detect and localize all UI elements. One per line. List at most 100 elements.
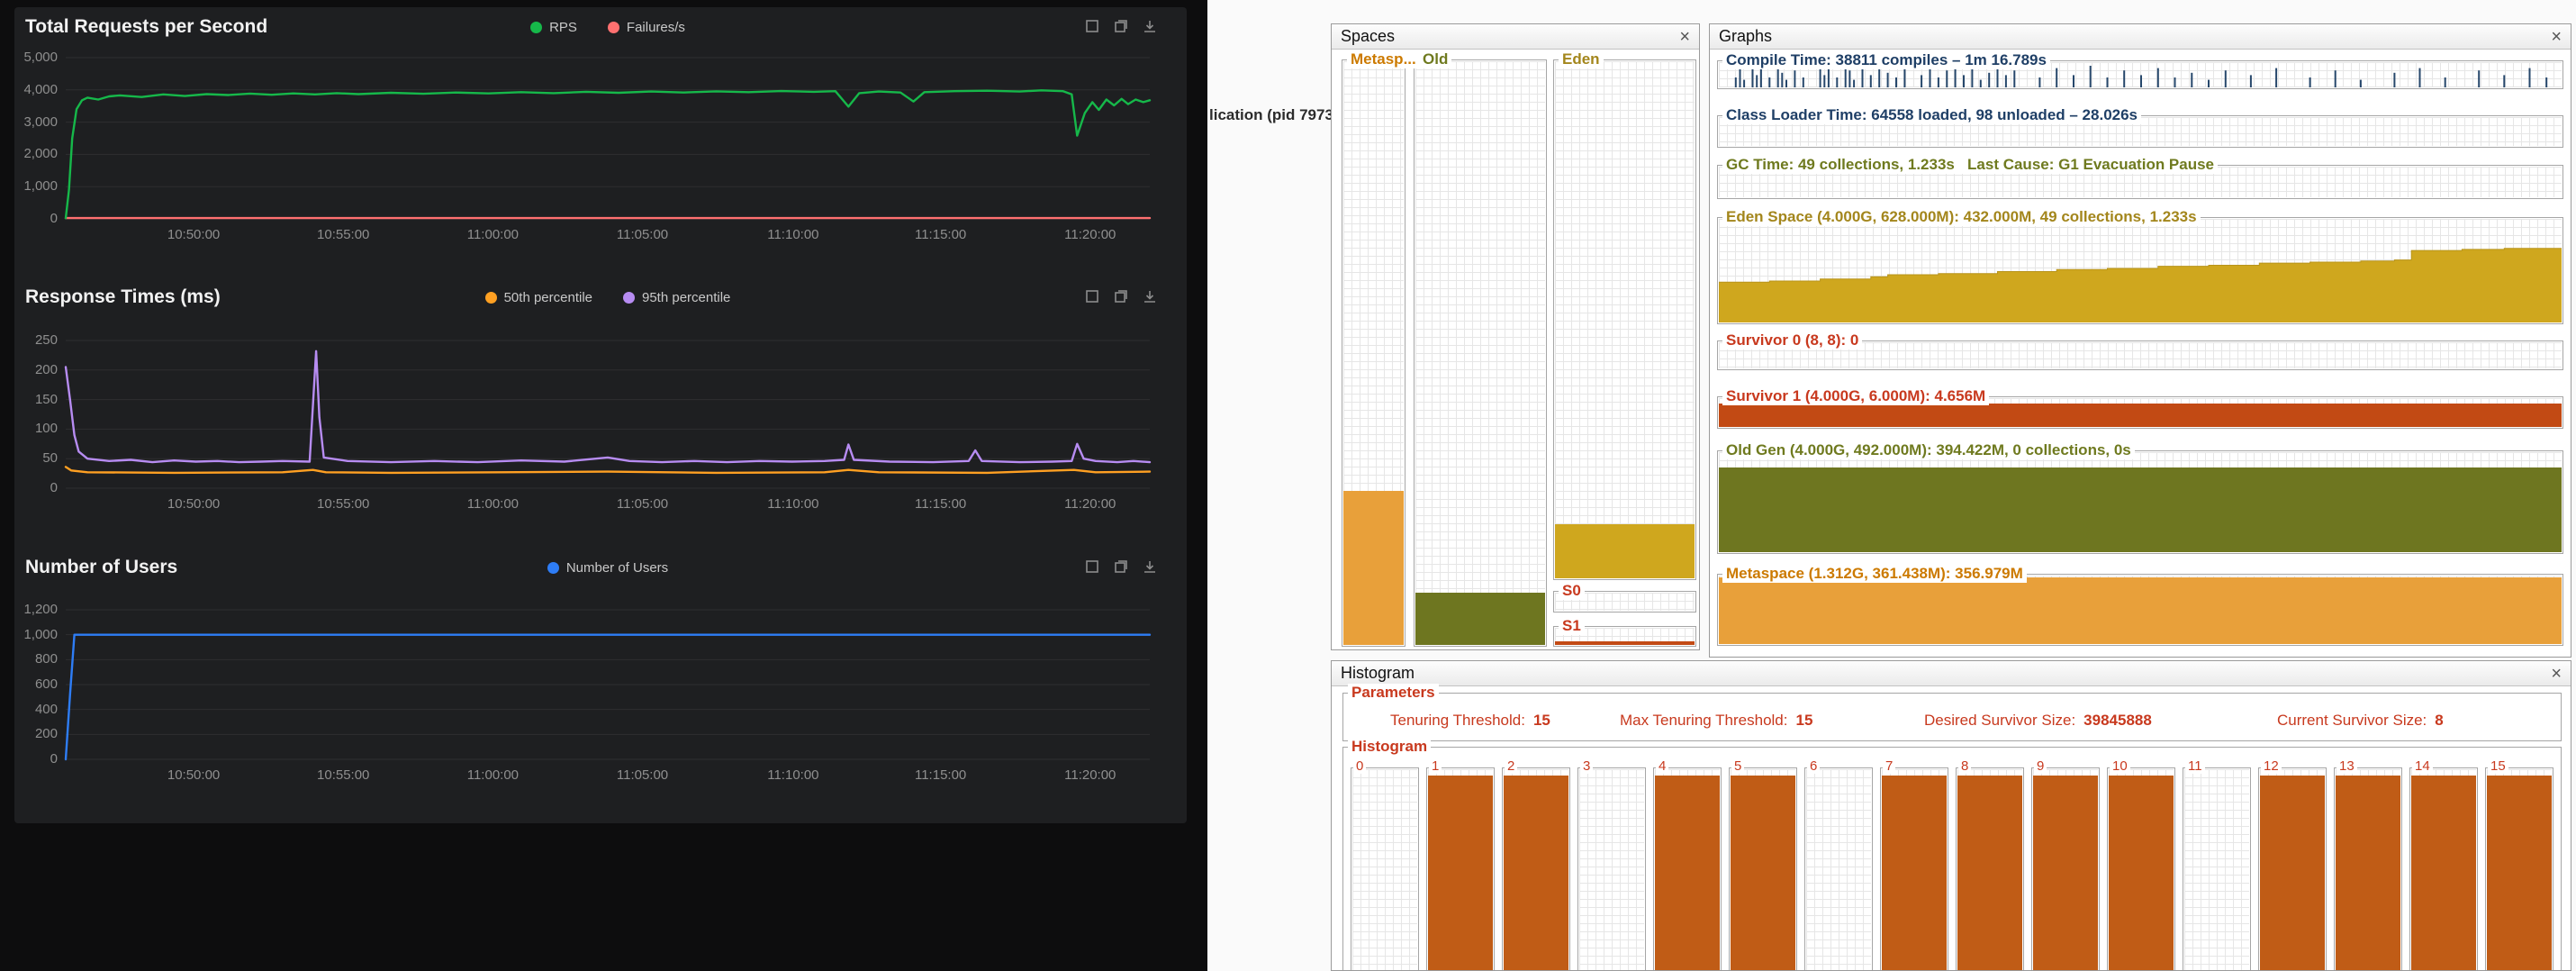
x-tick-label: 11:15:00	[914, 227, 967, 242]
restore-view-icon[interactable]	[1113, 558, 1129, 575]
zoom-select-icon[interactable]	[1084, 558, 1100, 575]
spaces-titlebar: Spaces ×	[1332, 24, 1699, 50]
zoom-select-icon[interactable]	[1084, 288, 1100, 304]
y-tick-label: 600	[34, 676, 58, 692]
y-tick-label: 200	[34, 726, 58, 742]
bin-fill	[2411, 776, 2476, 970]
histogram-bin-14: 14	[2409, 758, 2478, 970]
bin-box	[1729, 767, 1797, 970]
x-tick-label: 10:50:00	[167, 227, 221, 242]
x-tick-label: 11:05:00	[616, 767, 669, 783]
x-tick-label: 11:05:00	[616, 496, 669, 512]
legend-item-number-of-users[interactable]: Number of Users	[547, 560, 668, 576]
y-tick-label: 1,000	[23, 178, 58, 195]
bin-label: 3	[1580, 758, 1594, 774]
charts-card: Total Requests per Second RPS Failures/s 5,…	[14, 7, 1187, 823]
bin-box	[1351, 767, 1419, 970]
download-csv-icon[interactable]	[1142, 18, 1158, 34]
histogram-bins: 0 1 2 3 4 5 6 7 8 9 10 11 12 13 14 15	[1351, 758, 2553, 970]
x-tick-label: 11:00:00	[466, 496, 520, 512]
graphs-titlebar: Graphs ×	[1710, 24, 2571, 50]
chart-toolbox	[1050, 18, 1158, 34]
s1-space-box: S1	[1553, 617, 1696, 647]
metaspace-group: Metaspace (1.312G, 361.438M): 356.979M	[1717, 565, 2563, 646]
histogram-close-icon[interactable]: ×	[2551, 663, 2562, 684]
legend-dot	[484, 292, 497, 304]
chart-plot-area	[64, 57, 1152, 220]
chart-title: Response Times (ms)	[25, 286, 221, 307]
legend-label: Failures/s	[626, 20, 685, 35]
old-gen-label: Old Gen (4.000G, 492.000M): 394.422M, 0 …	[1722, 441, 2135, 459]
bin-box	[1880, 767, 1948, 970]
chart-legend: RPS Failures/s	[66, 20, 1150, 35]
bin-label: 14	[2412, 758, 2433, 774]
restore-view-icon[interactable]	[1113, 288, 1129, 304]
eden-space-area	[1719, 248, 2562, 322]
spaces-close-icon[interactable]: ×	[1679, 26, 1690, 47]
graphs-close-icon[interactable]: ×	[2551, 26, 2562, 47]
x-tick-label: 10:50:00	[167, 496, 221, 512]
histogram-bin-8: 8	[1956, 758, 2024, 970]
zoom-select-icon[interactable]	[1084, 18, 1100, 34]
bin-box	[1426, 767, 1495, 970]
bin-box	[1502, 767, 1570, 970]
bin-label: 1	[1429, 758, 1442, 774]
bin-box	[1577, 767, 1646, 970]
histogram-bin-2: 2	[1502, 758, 1570, 970]
histogram-panel-title: Histogram	[1341, 664, 1415, 682]
histogram-group-label: Histogram	[1348, 738, 1432, 756]
eden-space-column: Eden	[1553, 50, 1696, 580]
y-tick-label: 0	[50, 751, 58, 767]
legend-item-failures-s[interactable]: Failures/s	[607, 20, 685, 35]
old-space-column: Old	[1414, 50, 1547, 647]
compile-time-label: Compile Time: 38811 compiles – 1m 16.789…	[1722, 51, 2050, 69]
load-test-dashboard: Total Requests per Second RPS Failures/s 5,…	[0, 0, 1207, 971]
legend-item-50th-percentile[interactable]: 50th percentile	[484, 290, 592, 305]
histogram-group: Histogram 0 1 2 3 4 5 6 7 8 9 10 11 12 13 14 15	[1342, 738, 2562, 970]
parameter-label: Tenuring Threshold:	[1390, 712, 1525, 729]
y-tick-label: 50	[42, 450, 58, 467]
y-tick-label: 0	[50, 480, 58, 495]
restore-view-icon[interactable]	[1113, 18, 1129, 34]
download-csv-icon[interactable]	[1142, 288, 1158, 304]
histogram-bin-10: 10	[2107, 758, 2175, 970]
download-csv-icon[interactable]	[1142, 558, 1158, 575]
y-tick-label: 250	[34, 332, 58, 348]
parameter-value: 15	[1532, 712, 1550, 729]
histogram-bin-12: 12	[2258, 758, 2327, 970]
bin-box	[2258, 767, 2327, 970]
s0-space-label: S0	[1559, 582, 1585, 600]
legend-label: RPS	[549, 20, 577, 35]
legend-item-95th-percentile[interactable]: 95th percentile	[623, 290, 730, 305]
bin-label: 5	[1731, 758, 1745, 774]
bin-fill	[1504, 776, 1568, 970]
bin-fill	[2487, 776, 2552, 970]
y-tick-label: 100	[34, 421, 58, 437]
bin-fill	[2033, 776, 2098, 970]
bin-label: 7	[1883, 758, 1896, 774]
bin-label: 9	[2034, 758, 2047, 774]
metaspace-fill	[1343, 490, 1404, 645]
parameter-label: Desired Survivor Size:	[1924, 712, 2076, 729]
legend-dot	[607, 22, 619, 33]
parameters-group: Parameters Tenuring Threshold: 15 Max Tenu…	[1342, 684, 2562, 741]
x-tick-label: 11:20:00	[1064, 227, 1116, 242]
legend-label: Number of Users	[565, 560, 669, 576]
y-tick-label: 3,000	[23, 113, 58, 130]
bin-label: 12	[2261, 758, 2282, 774]
chart-title: Number of Users	[25, 557, 178, 577]
bin-fill	[2336, 776, 2400, 970]
bin-grid	[1806, 769, 1871, 970]
survivor-1-label: Survivor 1 (4.000G, 6.000M): 4.656M	[1722, 387, 1990, 405]
spaces-panel-title: Spaces	[1341, 27, 1396, 45]
x-tick-label: 10:55:00	[317, 227, 370, 242]
metaspace-label: Metaspace (1.312G, 361.438M): 356.979M	[1722, 565, 2027, 583]
x-tick-label: 10:50:00	[167, 767, 221, 783]
legend-dot	[530, 22, 543, 33]
bin-label: 15	[2488, 758, 2508, 774]
bin-box	[2409, 767, 2478, 970]
class-loader-time-label: Class Loader Time: 64558 loaded, 98 unlo…	[1722, 106, 2142, 124]
histogram-bin-0: 0	[1351, 758, 1419, 970]
legend-item-rps[interactable]: RPS	[530, 20, 577, 35]
